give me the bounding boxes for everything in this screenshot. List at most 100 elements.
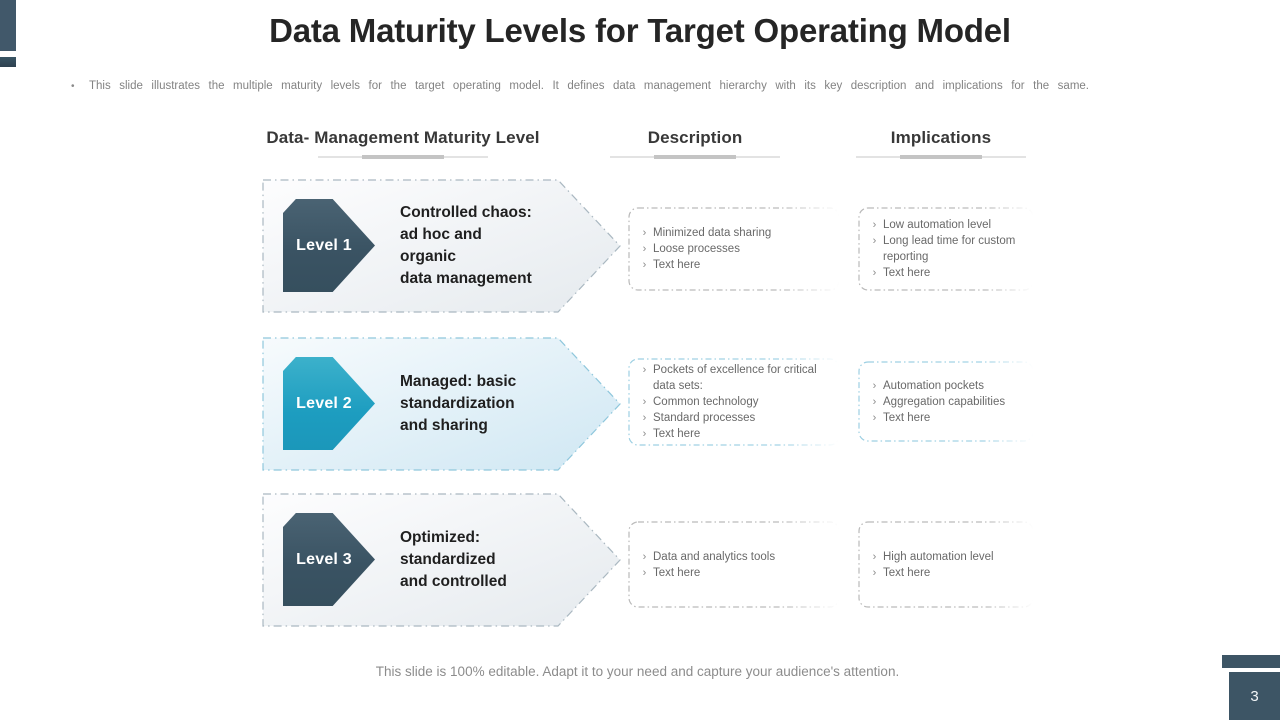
bullet-text: Text here <box>653 566 701 579</box>
description-list-level-1: › Minimized data sharing › Loose processes ›… <box>636 211 836 287</box>
bullet-marker-icon: › <box>642 428 647 440</box>
dashed-box-border <box>858 361 1034 442</box>
bullet-marker-icon: › <box>872 379 877 392</box>
maturity-arrow-level-2: Level 2 Managed: basic standardization a… <box>262 337 622 471</box>
bullet-text: High automation level <box>883 550 994 563</box>
bullet-marker-icon: › <box>872 267 877 279</box>
implications-box-level-1: › Low automation level › Long lead time for… <box>858 207 1034 291</box>
implications-list-level-2: › Automation pockets › Aggregation capabili… <box>866 365 1030 438</box>
footer-note: This slide is 100% editable. Adapt it to… <box>375 664 900 679</box>
page-number-badge: 3 <box>1229 672 1280 720</box>
subtitle-text: This slide illustrates the multiple matu… <box>89 80 1089 92</box>
top-left-accent-underbar <box>0 57 16 67</box>
bullet-item: › Long lead time for custom reporting <box>866 233 1030 265</box>
bottom-right-accent-bar <box>1222 655 1280 668</box>
bullet-marker-icon: › <box>642 396 647 408</box>
subtitle-bullet-icon: • <box>71 81 75 92</box>
maturity-title-level-1: Controlled chaos: ad hoc and organic dat… <box>400 204 532 287</box>
bullet-item: › Text here <box>636 426 836 442</box>
slide-title: Data Maturity Levels for Target Operatin… <box>269 12 1011 49</box>
dashed-box-border <box>628 521 840 608</box>
description-box-level-2: › Pockets of excellence for critical data… <box>628 358 840 446</box>
bullet-item: › Common technology <box>636 394 836 410</box>
bullet-marker-icon: › <box>642 566 647 579</box>
bullet-text: Text here <box>653 259 701 271</box>
bullet-item: › Standard processes <box>636 410 836 426</box>
description-box-level-1: › Minimized data sharing › Loose processes ›… <box>628 207 840 291</box>
dashed-box-border <box>858 521 1034 608</box>
bullet-text: Automation pockets <box>883 379 985 392</box>
bullet-marker-icon: › <box>872 219 877 231</box>
description-list-level-3: › Data and analytics tools › Text here <box>636 525 836 604</box>
column-header-implications: Implications <box>841 128 1041 159</box>
top-left-accent-bar <box>0 0 16 51</box>
bullet-marker-icon: › <box>872 566 877 579</box>
column-header-maturity: Data- Management Maturity Level <box>243 128 563 159</box>
bullet-marker-icon: › <box>642 243 647 255</box>
bullet-item: › Automation pockets <box>866 378 1030 394</box>
maturity-arrow-level-3: Level 3 Optimized: standardized and cont… <box>262 493 622 627</box>
bullet-marker-icon: › <box>642 550 647 563</box>
maturity-title-level-3: Optimized: standardized and controlled <box>400 529 507 590</box>
header-underline-accent <box>654 155 736 159</box>
dashed-box-border <box>628 358 840 446</box>
implications-box-level-2: › Automation pockets › Aggregation capabili… <box>858 361 1034 442</box>
maturity-arrow-level-1: Level 1 Controlled chaos: ad hoc and org… <box>262 179 622 313</box>
dashed-box-border <box>858 207 1034 291</box>
bullet-item: › Text here <box>866 265 1030 281</box>
bullet-text: Minimized data sharing <box>653 227 772 239</box>
column-header-label: Data- Management Maturity Level <box>266 128 540 147</box>
bullet-item: › High automation level <box>866 549 1030 565</box>
level-label: Level 1 <box>296 236 352 254</box>
column-header-label: Description <box>647 128 743 147</box>
bullet-marker-icon: › <box>642 227 647 239</box>
bullet-item: › Text here <box>636 565 836 581</box>
bullet-item: › Minimized data sharing <box>636 225 836 241</box>
description-box-level-3: › Data and analytics tools › Text here <box>628 521 840 608</box>
description-list-level-2: › Pockets of excellence for critical data… <box>636 362 836 442</box>
bullet-marker-icon: › <box>872 411 877 424</box>
bullet-marker-icon: › <box>872 550 877 563</box>
arrow-shape <box>262 493 621 627</box>
implications-list-level-1: › Low automation level › Long lead time for… <box>866 211 1030 287</box>
column-header-description: Description <box>595 128 795 159</box>
level-label: Level 2 <box>296 394 352 412</box>
arrow-shape <box>262 337 621 471</box>
bullet-item: › Aggregation capabilities <box>866 394 1030 410</box>
maturity-title-level-2: Managed: basic standardization and shari… <box>400 373 517 434</box>
header-underline-accent <box>362 155 444 159</box>
bullet-text: Low automation level <box>883 219 992 231</box>
bullet-marker-icon: › <box>642 259 647 271</box>
bullet-text: Standard processes <box>653 412 756 424</box>
header-underline <box>610 155 780 159</box>
bullet-text: Text here <box>883 267 931 279</box>
bullet-item: › Text here <box>636 257 836 273</box>
bullet-item: › Data and analytics tools <box>636 549 836 565</box>
level-label: Level 3 <box>296 550 352 568</box>
arrow-shape <box>262 179 621 313</box>
bullet-item: › Text here <box>866 565 1030 581</box>
bullet-item: › Text here <box>866 410 1030 426</box>
bullet-marker-icon: › <box>872 235 877 247</box>
header-underline-accent <box>900 155 982 159</box>
bullet-text: Loose processes <box>653 243 740 255</box>
implications-box-level-3: › High automation level › Text here <box>858 521 1034 608</box>
bullet-text: Data and analytics tools <box>653 550 776 563</box>
bullet-text: Pockets of excellence for critical data … <box>653 364 817 392</box>
bullet-text: Text here <box>883 411 931 424</box>
bullet-text: Text here <box>883 566 931 579</box>
page-number: 3 <box>1250 687 1259 705</box>
subtitle-row: • This slide illustrates the multiple ma… <box>71 79 1091 94</box>
bullet-marker-icon: › <box>642 412 647 424</box>
bullet-text: Aggregation capabilities <box>883 395 1006 408</box>
header-underline <box>856 155 1026 159</box>
bullet-text: Long lead time for custom reporting <box>883 235 1016 263</box>
dashed-box-border <box>628 207 840 291</box>
header-underline <box>318 155 488 159</box>
bullet-item: › Pockets of excellence for critical data… <box>636 362 836 394</box>
bullet-item: › Loose processes <box>636 241 836 257</box>
bullet-text: Text here <box>653 428 701 440</box>
column-header-label: Implications <box>890 128 992 147</box>
implications-list-level-3: › High automation level › Text here <box>866 525 1030 604</box>
